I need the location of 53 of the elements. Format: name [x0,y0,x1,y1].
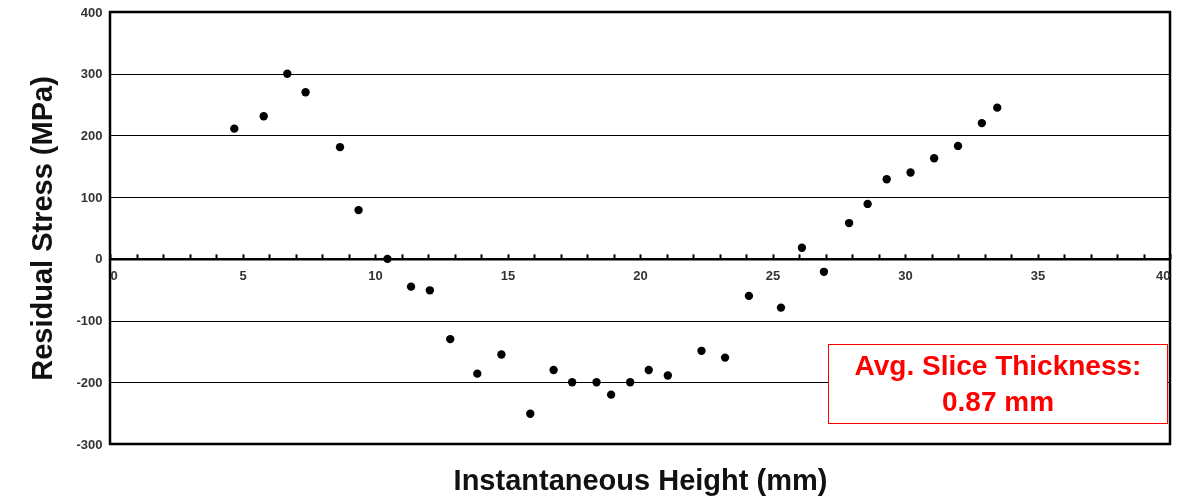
point [626,378,635,387]
point [819,267,829,276]
point [776,303,786,312]
y-tick-label: -200 [76,374,103,390]
point [977,118,987,128]
point [354,205,363,215]
x-axis-title: Instantaneous Height (mm) [453,463,828,496]
point [720,353,730,362]
point [446,334,455,344]
point [259,112,268,121]
y-tick-label: -100 [76,313,103,329]
point [993,103,1002,112]
point [929,154,939,163]
x-tick-label: 15 [500,268,516,284]
x-tick-label: 25 [765,268,781,284]
point [383,254,392,264]
y-tick-label: 0 [95,251,103,267]
point [526,409,535,418]
x-tick-label: 10 [368,268,383,284]
point [606,390,616,399]
point [549,365,558,375]
point [497,350,506,359]
point [230,124,239,133]
y-tick-label: 200 [80,127,103,143]
y-tick-label: 400 [80,4,103,20]
y-tick-label: -300 [76,436,103,452]
point [844,218,854,228]
point [697,346,706,355]
x-tick-label: 0 [110,268,118,284]
point [425,286,435,295]
y-axis-title: Residual Stress (MPa) [26,76,59,381]
point [644,365,653,375]
point [592,378,601,387]
y-tick-label: 300 [80,66,103,82]
point [283,69,292,78]
point [797,243,807,252]
point [906,168,915,177]
point [663,371,673,380]
point [744,291,754,301]
point [882,175,891,184]
x-tick-label: 30 [898,268,913,284]
point [953,141,963,151]
point [473,369,482,378]
x-tick-label: 35 [1030,268,1046,284]
y-tick-label: 100 [80,189,103,205]
x-tick-label: 5 [239,268,247,284]
point [301,88,310,97]
point [567,378,577,387]
annotation: Avg. Slice Thickness: 0.87 mm [828,344,1168,424]
x-tick-label: 20 [633,268,648,284]
point [335,142,345,152]
point [863,199,872,209]
point [406,282,416,291]
